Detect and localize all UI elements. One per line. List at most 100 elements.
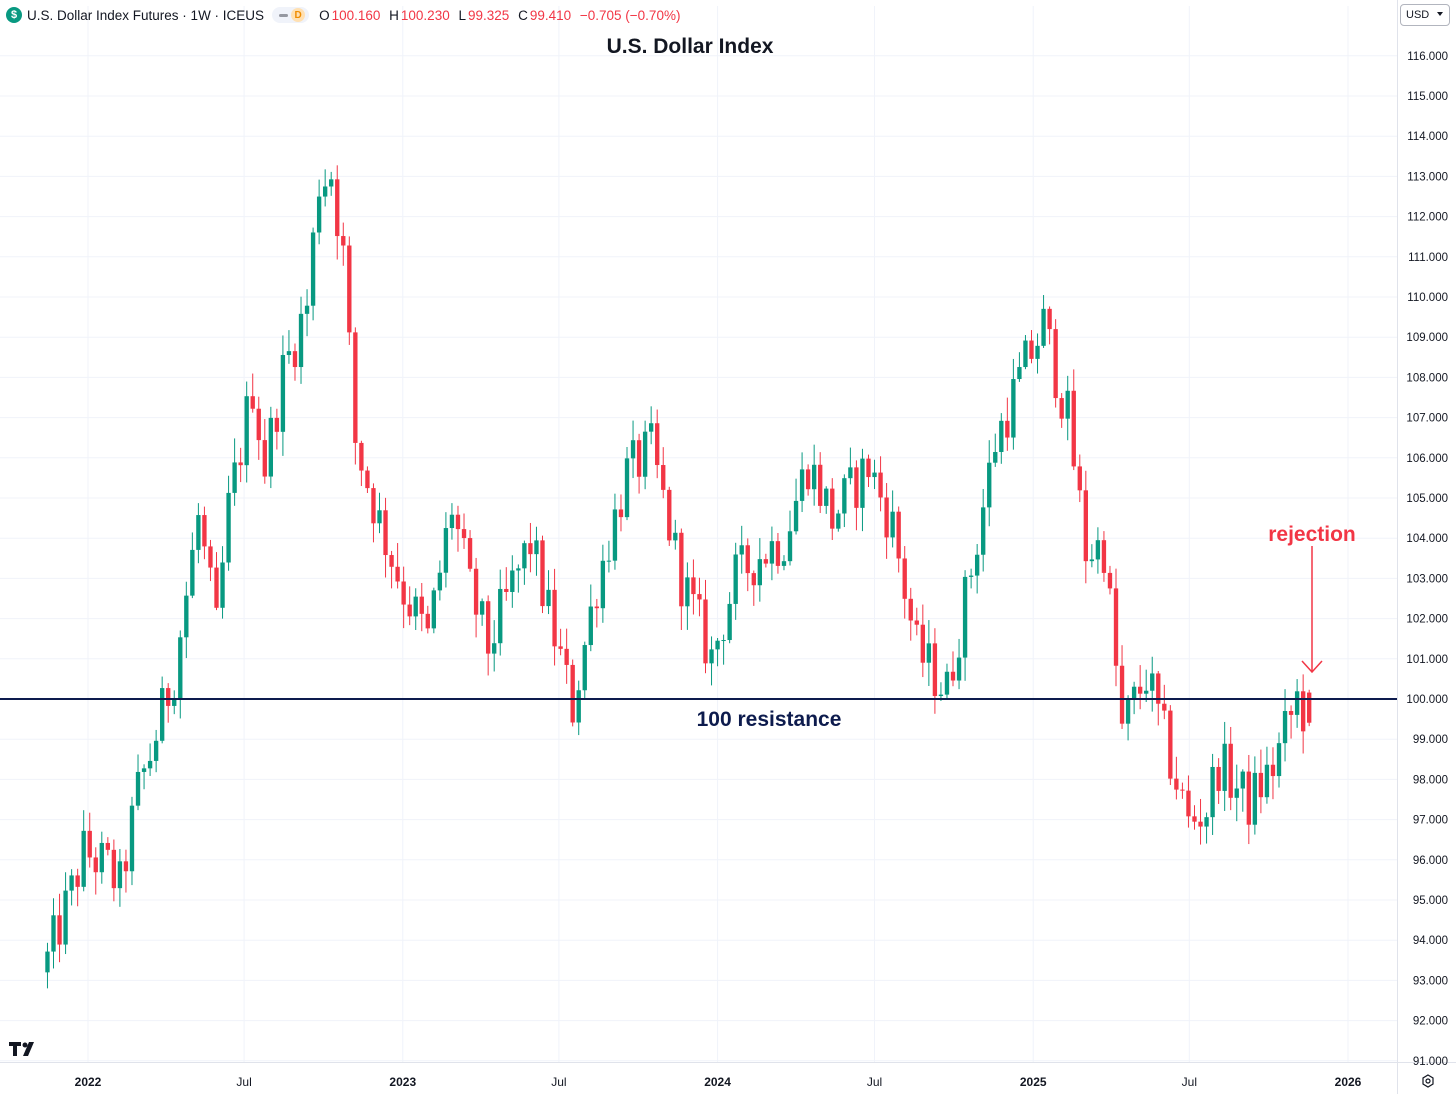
candle-body-up — [1234, 788, 1239, 798]
candle-body-up — [890, 511, 895, 538]
settings-gear-icon[interactable] — [1421, 1074, 1435, 1088]
candle-body-up — [510, 570, 515, 592]
price-tick-label: 92.000 — [1413, 1016, 1448, 1028]
candle-body-up — [1294, 691, 1300, 715]
candle-body-down — [262, 440, 267, 477]
candle-body-up — [1204, 817, 1209, 827]
candle-body-up — [1095, 540, 1101, 560]
interval-badge[interactable]: D — [291, 8, 306, 22]
candle-body-down — [1156, 673, 1161, 704]
candle-body-up — [944, 671, 950, 695]
symbol-title[interactable]: U.S. Dollar Index Futures · 1W · ICEUS — [27, 7, 265, 23]
candle-body-up — [576, 690, 581, 723]
candle-body-down — [359, 442, 364, 471]
candle-body-down — [407, 604, 412, 617]
candle-body-down — [485, 601, 491, 654]
candle-body-up — [298, 313, 304, 368]
candle-body-down — [854, 467, 859, 508]
candle-body-up — [443, 528, 449, 573]
candle-body-down — [679, 532, 684, 607]
open-label: O — [319, 7, 330, 23]
candle-body-down — [389, 555, 394, 567]
candle-body-down — [123, 861, 129, 872]
candle-body-up — [811, 464, 817, 490]
candle-body-up — [449, 514, 455, 529]
close-value: 99.410 — [529, 7, 572, 23]
candle-body-down — [920, 624, 925, 663]
price-tick-label: 102.000 — [1406, 614, 1448, 626]
candle-body-down — [208, 546, 213, 568]
candle-body-up — [226, 492, 231, 563]
candle-body-down — [105, 842, 111, 850]
price-tick-label: 115.000 — [1407, 91, 1448, 103]
candle-body-up — [1023, 340, 1028, 368]
symbol-legend[interactable]: $ U.S. Dollar Index Futures · 1W · ICEUS… — [6, 6, 685, 24]
candle-body-up — [178, 637, 183, 699]
candle-body-up — [1035, 345, 1040, 359]
candle-body-up — [190, 549, 195, 596]
chevron-down-icon — [1437, 12, 1443, 16]
candle-body-down — [1258, 772, 1264, 798]
candle-body-down — [1005, 420, 1010, 438]
candle-body-up — [280, 355, 286, 432]
currency-selector[interactable]: USD — [1400, 4, 1450, 26]
candle-body-up — [244, 396, 249, 466]
candle-body-up — [739, 545, 744, 555]
candle-body-down — [365, 470, 370, 489]
candle-body-up — [522, 543, 527, 569]
candle-body-up — [322, 186, 328, 197]
symbol-badge: $ — [6, 7, 22, 23]
price-tick-label: 97.000 — [1413, 815, 1448, 827]
candle-body-up — [516, 568, 521, 571]
candle-body-down — [274, 417, 280, 432]
high-label: H — [389, 7, 399, 23]
candle-body-up — [642, 431, 648, 477]
candle-body-down — [256, 408, 261, 441]
candle-body-up — [733, 554, 738, 604]
time-tick-label: 2025 — [1020, 1075, 1047, 1089]
candle-body-down — [932, 643, 938, 697]
candle-body-up — [129, 805, 135, 872]
candle-body-up — [987, 462, 992, 508]
candle-body-up — [938, 694, 944, 697]
candle-body-down — [1216, 766, 1221, 791]
candle-body-up — [1210, 766, 1215, 818]
candle-body-up — [872, 472, 877, 478]
price-tick-label: 91.000 — [1413, 1056, 1448, 1068]
time-tick-label: 2022 — [75, 1075, 102, 1089]
candle-body-down — [347, 245, 352, 333]
candle-body-down — [419, 596, 424, 614]
candle-body-up — [268, 417, 274, 477]
candle-body-down — [87, 830, 92, 858]
candle-body-up — [727, 603, 732, 641]
candle-body-up — [498, 588, 503, 644]
eye-icon[interactable] — [279, 13, 289, 17]
price-tick-label: 116.000 — [1407, 51, 1448, 63]
candle-body-up — [709, 649, 714, 664]
candle-body-up — [1065, 390, 1070, 419]
candle-body-up — [793, 500, 799, 532]
candle-body-up — [1125, 699, 1131, 724]
candle-body-up — [1017, 367, 1022, 380]
visibility-pill[interactable]: D — [272, 7, 310, 23]
candle-body-down — [636, 440, 642, 477]
price-tick-label: 99.000 — [1413, 734, 1448, 746]
candle-body-down — [214, 567, 219, 608]
candle-body-down — [75, 875, 80, 887]
candle-body-down — [341, 236, 346, 246]
candle-body-up — [286, 351, 292, 356]
time-tick-label: Jul — [236, 1075, 251, 1089]
candle-body-up — [1252, 772, 1258, 825]
candle-body-up — [974, 554, 980, 576]
candle-body-up — [612, 509, 618, 561]
candle-body-down — [697, 594, 702, 600]
candle-body-down — [1198, 821, 1203, 827]
candle-body-down — [552, 589, 557, 647]
candle-body-up — [534, 540, 539, 555]
candle-body-up — [232, 462, 237, 493]
price-tick-label: 112.000 — [1407, 212, 1448, 224]
candle-body-down — [1300, 691, 1306, 732]
candle-body-down — [1186, 790, 1191, 817]
